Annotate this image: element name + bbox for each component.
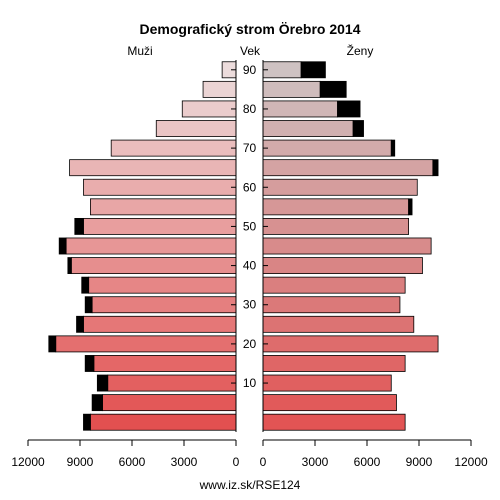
- female-bar-55-59: [262, 198, 410, 216]
- male-surplus-20-24: [48, 335, 57, 353]
- female-x-tick-label-6000: 6000: [354, 455, 381, 469]
- male-surplus-15-19: [84, 355, 95, 372]
- male-bar-5-9: [102, 394, 237, 412]
- female-bar-70-74: [262, 139, 392, 157]
- chart-title: Demografický strom Örebro 2014: [140, 21, 361, 37]
- male-surplus-30-34: [84, 296, 93, 314]
- female-surplus-65-69: [432, 159, 439, 177]
- male-bar-0-4: [90, 413, 237, 431]
- male-bar-85-89: [202, 80, 237, 98]
- female-bar-65-69: [262, 159, 434, 177]
- age-tick-label-40: 40: [243, 259, 257, 273]
- age-tick-label-90: 90: [243, 63, 257, 77]
- age-tick-label-30: 30: [243, 298, 257, 312]
- female-surplus-70-74: [390, 139, 396, 157]
- male-bar-45-49: [65, 237, 237, 255]
- age-tick-label-80: 80: [243, 102, 257, 116]
- female-x-tick-label-0: 0: [260, 455, 267, 469]
- age-tick-label-50: 50: [243, 219, 257, 233]
- male-bar-30-34: [91, 296, 237, 314]
- male-x-tick-label-9000: 9000: [67, 455, 94, 469]
- male-surplus-5-9: [91, 394, 103, 412]
- female-bar-85-89: [262, 80, 321, 98]
- female-header: Ženy: [347, 43, 374, 58]
- male-surplus-45-49: [58, 237, 67, 255]
- female-surplus-55-59: [408, 198, 413, 216]
- male-bar-15-19: [93, 355, 237, 372]
- female-bar-50-54: [262, 217, 410, 235]
- male-bar-40-44: [70, 257, 237, 275]
- male-surplus-25-29: [76, 315, 84, 333]
- female-x-tick-label-3000: 3000: [302, 455, 329, 469]
- male-bar-50-54: [83, 217, 237, 235]
- male-bar-55-59: [90, 198, 237, 216]
- male-bar-65-69: [69, 159, 237, 177]
- male-bar-60-64: [83, 178, 237, 196]
- female-bar-90+: [262, 61, 302, 79]
- female-x-tick-label-9000: 9000: [406, 455, 433, 469]
- male-bar-80-84: [181, 100, 237, 118]
- age-tick-label-10: 10: [243, 376, 257, 390]
- female-bar-10-14: [262, 374, 392, 392]
- female-surplus-80-84: [337, 100, 361, 118]
- female-bar-35-39: [262, 276, 406, 294]
- female-bar-5-9: [262, 394, 397, 412]
- female-bar-40-44: [262, 257, 423, 275]
- male-surplus-10-14: [96, 374, 109, 392]
- male-bar-75-79: [155, 120, 237, 137]
- male-bar-25-29: [83, 315, 237, 333]
- male-surplus-0-4: [83, 413, 91, 431]
- female-bar-80-84: [262, 100, 338, 118]
- female-bar-60-64: [262, 178, 418, 196]
- male-surplus-35-39: [81, 276, 90, 294]
- female-surplus-75-79: [352, 120, 364, 137]
- male-x-tick-label-6000: 6000: [119, 455, 146, 469]
- male-x-tick-label-12000: 12000: [11, 455, 45, 469]
- male-bar-20-24: [55, 335, 237, 353]
- female-surplus-90+: [300, 61, 326, 79]
- male-x-tick-label-3000: 3000: [171, 455, 198, 469]
- footer-text: www.iz.sk/RSE124: [199, 478, 301, 492]
- female-bar-75-79: [262, 120, 354, 137]
- male-bar-70-74: [110, 139, 237, 157]
- male-header: Muži: [127, 44, 152, 58]
- female-bar-30-34: [262, 296, 401, 314]
- female-bar-15-19: [262, 355, 406, 372]
- age-tick-label-20: 20: [243, 337, 257, 351]
- male-x-tick-label-0: 0: [233, 455, 240, 469]
- female-bar-45-49: [262, 237, 432, 255]
- male-surplus-40-44: [67, 257, 72, 275]
- female-surplus-85-89: [319, 80, 347, 98]
- female-bar-0-4: [262, 413, 406, 431]
- female-bar-25-29: [262, 315, 415, 333]
- age-tick-label-60: 60: [243, 180, 257, 194]
- female-bar-20-24: [262, 335, 439, 353]
- age-header: Vek: [240, 44, 261, 58]
- male-bar-35-39: [88, 276, 237, 294]
- female-x-tick-label-12000: 12000: [454, 455, 488, 469]
- age-tick-label-70: 70: [243, 141, 257, 155]
- male-bar-10-14: [107, 374, 237, 392]
- bars-group: [48, 61, 439, 431]
- male-surplus-50-54: [74, 217, 84, 235]
